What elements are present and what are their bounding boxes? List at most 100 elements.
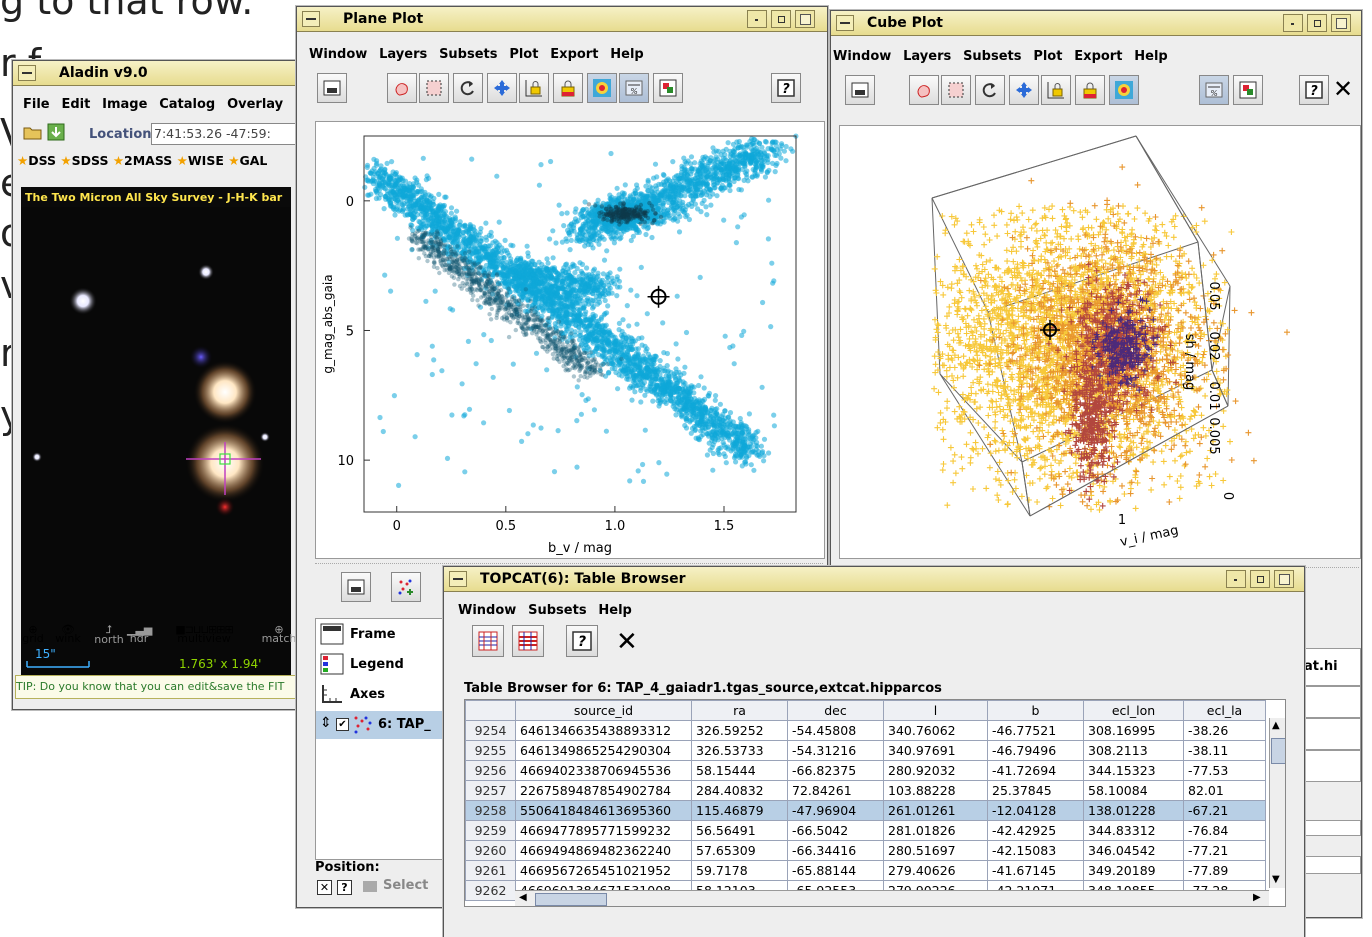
open-folder-icon[interactable] — [23, 123, 43, 141]
survey-sdss[interactable]: SDSS — [71, 153, 109, 168]
match-tool[interactable]: ⊕ match — [259, 623, 299, 645]
data-point — [731, 152, 737, 158]
data-point — [630, 233, 636, 239]
data-point — [682, 170, 688, 176]
plane-plot-panel[interactable]: 0 0.5 1.0 1.5 0 5 10 b_v / mag g_mag_abs_gaia — [315, 121, 825, 559]
data-point — [761, 153, 767, 159]
north-tool[interactable]: ⮥ north — [91, 623, 127, 646]
data-point — [730, 446, 736, 452]
navigation-button[interactable] — [487, 73, 517, 103]
data-point — [642, 427, 648, 433]
data-point — [528, 262, 534, 268]
hdr-tool[interactable]: ▁▃▅ hdr — [127, 623, 152, 645]
control-window-button[interactable] — [317, 73, 347, 103]
replot-button[interactable] — [453, 73, 483, 103]
data-point — [739, 446, 745, 452]
minimize-button[interactable] — [747, 10, 767, 28]
data-point — [678, 183, 684, 189]
data-point — [546, 322, 552, 328]
menu-overlay[interactable]: Overlay — [227, 97, 284, 112]
wink-tool[interactable]: 👁 wink — [53, 623, 83, 645]
menu-catalog[interactable]: Catalog — [159, 97, 216, 112]
menu-window[interactable]: Window — [309, 47, 368, 62]
data-point — [730, 441, 736, 447]
data-point — [726, 172, 732, 178]
data-point — [699, 162, 705, 168]
axis-lock-button[interactable] — [519, 73, 549, 103]
data-point — [590, 330, 597, 336]
data-point — [582, 243, 588, 249]
data-point — [602, 311, 608, 317]
data-point — [370, 174, 376, 180]
data-point — [710, 467, 716, 473]
sky-image-view[interactable]: The Two Micron All Sky Survey - J-H-K ba… — [21, 187, 291, 677]
aladin-menubar: File Edit Image Catalog Overlay — [13, 95, 313, 115]
multiview-tool[interactable]: ■⊐⊔⊔⊞⊞⊞ multiview — [159, 623, 249, 645]
data-point — [396, 177, 402, 183]
data-point — [573, 219, 580, 225]
data-point — [398, 188, 404, 194]
data-point — [647, 383, 653, 390]
data-point — [461, 246, 467, 252]
data-point — [736, 166, 742, 173]
survey-dss[interactable]: DSS — [28, 153, 57, 168]
data-point — [550, 228, 556, 234]
aux-lock-button[interactable] — [553, 73, 583, 103]
menu-export[interactable]: Export — [550, 47, 599, 62]
data-point — [740, 157, 747, 163]
menu-layers[interactable]: Layers — [379, 47, 428, 62]
window-menu-icon[interactable] — [18, 65, 36, 81]
data-point — [699, 408, 705, 414]
density-button[interactable] — [587, 73, 617, 103]
data-point — [750, 449, 756, 455]
plane-title: Plane Plot — [343, 11, 424, 27]
download-icon[interactable] — [47, 123, 65, 141]
data-point — [652, 357, 658, 363]
data-point — [484, 273, 490, 279]
data-point — [564, 293, 570, 299]
close-window-button[interactable] — [795, 10, 815, 28]
menu-edit[interactable]: Edit — [61, 97, 91, 112]
menu-image[interactable]: Image — [102, 97, 148, 112]
data-point — [464, 227, 470, 233]
data-point — [735, 224, 741, 230]
survey-wise[interactable]: WISE — [187, 153, 224, 168]
data-point — [591, 304, 597, 310]
plane-titlebar[interactable]: Plane Plot — [297, 7, 827, 32]
export-image-button[interactable] — [653, 73, 683, 103]
data-point — [500, 260, 506, 266]
menu-file[interactable]: File — [23, 97, 50, 112]
eye-icon: 👁 — [61, 623, 75, 636]
menu-subsets[interactable]: Subsets — [439, 47, 498, 62]
data-point — [751, 467, 757, 473]
data-point — [708, 414, 714, 420]
legend-toggle-button[interactable]: % — [619, 73, 649, 103]
data-point — [655, 200, 661, 206]
window-menu-icon[interactable] — [302, 11, 320, 27]
menu-help[interactable]: Help — [610, 47, 644, 62]
data-point — [688, 193, 694, 199]
subset-from-visible-button[interactable] — [419, 73, 449, 103]
help-button[interactable]: ? — [771, 73, 801, 103]
data-point — [623, 357, 629, 363]
maximize-button[interactable] — [771, 10, 791, 28]
survey-2mass[interactable]: 2MASS — [124, 153, 173, 168]
data-point — [686, 216, 692, 223]
data-point — [634, 321, 640, 327]
data-point — [607, 196, 613, 202]
data-point — [583, 220, 589, 226]
survey-gal[interactable]: GAL — [239, 153, 268, 168]
aladin-titlebar[interactable]: Aladin v9.0 — [13, 61, 313, 86]
data-point — [574, 464, 580, 470]
grid-tool[interactable]: ⊕ grid — [21, 623, 45, 645]
data-point — [735, 424, 741, 430]
data-point — [492, 270, 498, 276]
data-point — [722, 408, 728, 414]
menu-plot[interactable]: Plot — [509, 47, 539, 62]
data-point — [523, 269, 529, 275]
data-point — [577, 231, 583, 237]
draw-subset-button[interactable] — [387, 73, 417, 103]
location-field[interactable]: 7:41:53.26 -47:59: — [151, 123, 313, 145]
data-point — [469, 251, 475, 257]
